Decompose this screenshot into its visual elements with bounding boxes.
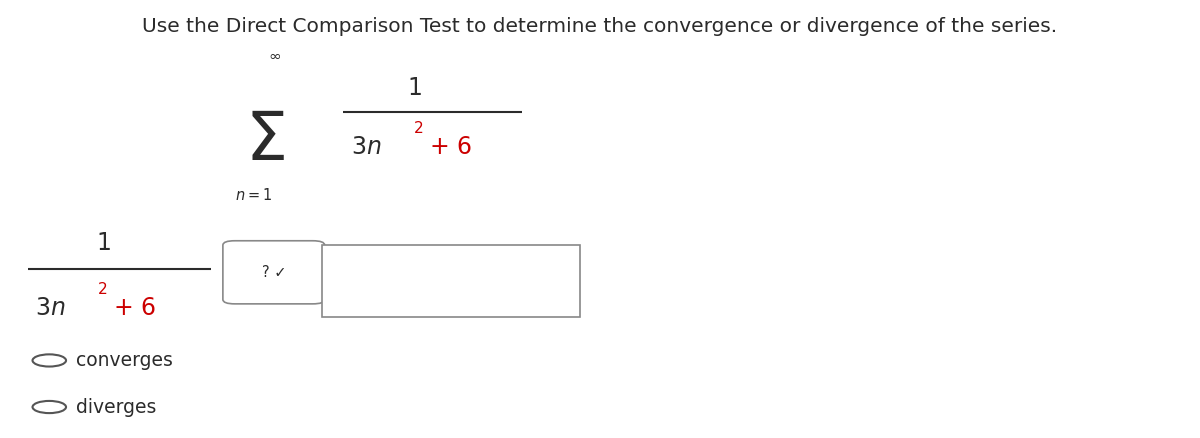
Text: diverges: diverges <box>76 398 156 417</box>
Circle shape <box>32 354 66 367</box>
Text: $1$: $1$ <box>407 77 422 100</box>
FancyBboxPatch shape <box>323 245 580 317</box>
Text: $+\ 6$: $+\ 6$ <box>113 296 156 320</box>
Text: $2$: $2$ <box>97 281 108 297</box>
Text: $\infty$: $\infty$ <box>268 48 281 64</box>
Text: $1$: $1$ <box>96 231 110 255</box>
Text: $2$: $2$ <box>413 120 424 136</box>
Text: $\Sigma$: $\Sigma$ <box>245 108 284 173</box>
Text: $+\ 6$: $+\ 6$ <box>428 135 472 159</box>
Text: converges: converges <box>76 351 173 370</box>
Text: ? ✓: ? ✓ <box>262 265 286 280</box>
Text: Use the Direct Comparison Test to determine the convergence or divergence of the: Use the Direct Comparison Test to determ… <box>143 17 1057 35</box>
Circle shape <box>32 401 66 413</box>
Text: $3n$: $3n$ <box>35 296 65 320</box>
Text: $3n$: $3n$ <box>350 135 382 159</box>
FancyBboxPatch shape <box>223 241 325 304</box>
Text: $n = 1$: $n = 1$ <box>235 187 272 203</box>
